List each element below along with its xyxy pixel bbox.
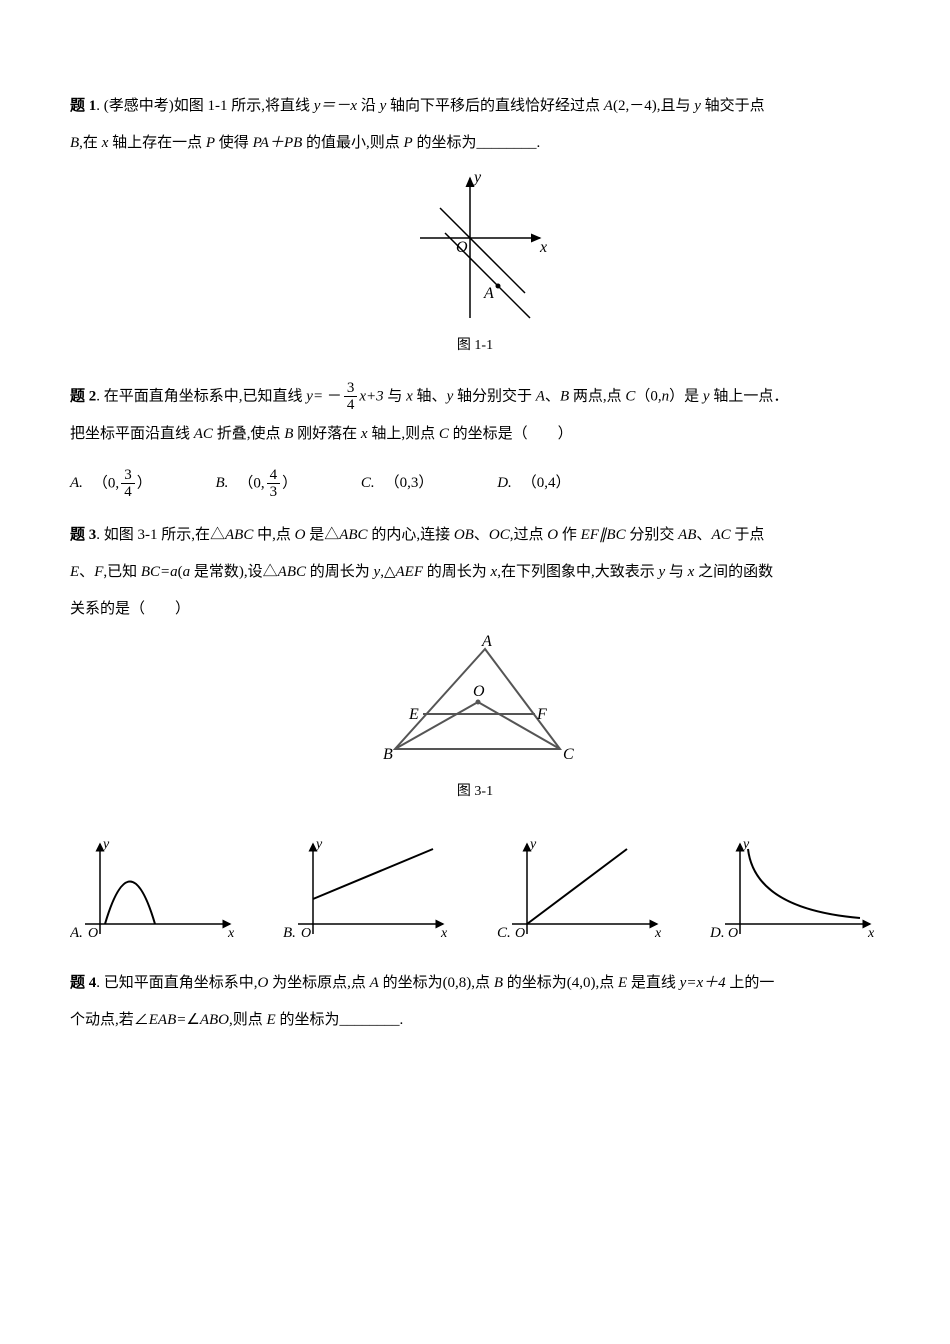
q3-figure: A B C E F O [375, 634, 575, 769]
svg-text:O: O [473, 683, 485, 700]
svg-text:F: F [536, 706, 547, 723]
q3-fig-label: 图 3-1 [70, 777, 880, 808]
svg-text:y: y [314, 837, 323, 852]
q2-line2: 把坐标平面沿直线 AC 折叠,使点 B 刚好落在 x 轴上,则点 C 的坐标是（… [70, 418, 880, 451]
q3-label: 题 3 [70, 527, 96, 543]
q4-line1: 题 4. 已知平面直角坐标系中,O 为坐标原点,点 A 的坐标为(0,8),点 … [70, 967, 880, 1000]
q3-opt-b: y x O B. [283, 826, 453, 947]
svg-text:x: x [654, 926, 662, 939]
svg-text:A.: A. [70, 925, 83, 939]
y-axis-label: y [472, 169, 482, 186]
q3-line3: 关系的是（ ） [70, 593, 880, 626]
q2-options: A.（0,34） B.（0,43） C.（0,3） D.（0,4） [70, 467, 880, 501]
q2-opt-b: B.（0,43） [215, 467, 297, 501]
svg-text:x: x [227, 926, 235, 939]
svg-text:x: x [440, 926, 448, 939]
point-a-label: A [483, 285, 494, 302]
q2-opt-d: D.（0,4） [497, 467, 570, 500]
svg-text:O: O [515, 926, 525, 939]
svg-text:C.: C. [497, 925, 511, 939]
q2-label: 题 2 [70, 388, 96, 404]
q2-opt-a: A.（0,34） [70, 467, 152, 501]
q2-line1: 题 2. 在平面直角坐标系中,已知直线 y= －34x+3 与 x 轴、y 轴分… [70, 380, 880, 414]
svg-text:y: y [528, 837, 537, 852]
q3-opt-c: y x O C. [497, 826, 667, 947]
svg-text:O: O [301, 926, 311, 939]
q3-options: y x O A. y x O B. y x O C. [70, 826, 880, 947]
svg-text:E: E [408, 706, 419, 723]
svg-text:O: O [728, 926, 738, 939]
svg-text:C: C [563, 746, 574, 763]
q3-line2: E、F,已知 BC=a(a 是常数),设△ABC 的周长为 y,△AEF 的周长… [70, 556, 880, 589]
q3-line1: 题 3. 如图 3-1 所示,在△ABC 中,点 O 是△ABC 的内心,连接 … [70, 519, 880, 552]
q2-frac: 34 [344, 380, 358, 414]
origin-label: O [456, 239, 468, 256]
svg-text:B.: B. [283, 925, 296, 939]
svg-text:x: x [867, 926, 875, 939]
svg-text:y: y [741, 837, 750, 852]
svg-text:A: A [481, 634, 492, 650]
svg-text:B: B [383, 746, 393, 763]
q2-opt-c: C.（0,3） [361, 467, 434, 500]
svg-text:O: O [88, 926, 98, 939]
svg-text:D.: D. [710, 925, 725, 939]
q3-opt-d: y x O D. [710, 826, 880, 947]
q4-label: 题 4 [70, 975, 96, 991]
q1-fig-label: 图 1-1 [70, 331, 880, 362]
q4-line2: 个动点,若∠EAB=∠ABO,则点 E 的坐标为________. [70, 1004, 880, 1037]
x-axis-label: x [539, 239, 547, 256]
q1-line1: 题 1. (孝感中考)如图 1-1 所示,将直线 y＝－x 沿 y 轴向下平移后… [70, 90, 880, 123]
q3-opt-a: y x O A. [70, 826, 240, 947]
q1-label: 题 1 [70, 98, 96, 114]
q1-figure: y x O A [390, 168, 560, 323]
q1-line2: B,在 x 轴上存在一点 P 使得 PA＋PB 的值最小,则点 P 的坐标为__… [70, 127, 880, 160]
svg-text:y: y [101, 837, 110, 852]
